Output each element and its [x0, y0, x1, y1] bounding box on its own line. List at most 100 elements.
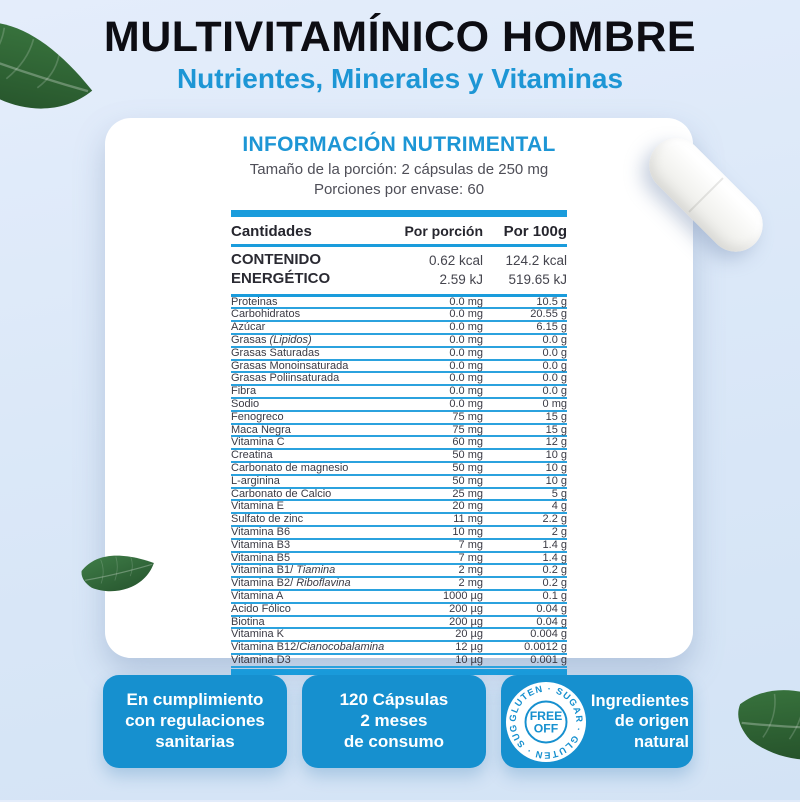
nutrient-name: Carbohidratos [231, 308, 301, 321]
table-row: Vitamina B3 7 mg 1.4 g [231, 538, 567, 553]
table-row: Grasas Monoinsaturada 0.0 mg 0.0 g [231, 359, 567, 374]
page-title: MULTIVITAMÍNICO HOMBRE [103, 13, 697, 61]
per-serving-value: 75 mg [452, 410, 483, 423]
per-100g-value: 0.004 g [530, 628, 567, 641]
servings-per-container: Porciones por envase: 60 [313, 181, 485, 199]
per-serving-value: 20 µg [455, 628, 483, 641]
per-100g-value: 10 g [545, 461, 567, 474]
per-100g-value: 6.15 g [536, 321, 567, 334]
per-serving-value: 7 mg [458, 551, 483, 564]
badge-capsule-count: 120 Cápsulas 2 meses de consumo [301, 675, 486, 768]
per-100g-value: 5 g [551, 487, 567, 500]
nutrient-name: Maca Negra [231, 423, 291, 436]
serving-size: Tamaño de la porción: 2 cápsulas de 250 … [249, 161, 549, 178]
per-serving-value: 60 mg [452, 436, 483, 449]
nutrition-panel: INFORMACIÓN NUTRIMENTAL Tamaño de la por… [105, 118, 693, 675]
badges-row: En cumplimiento con regulaciones sanitar… [103, 675, 694, 768]
nutrient-name: Azúcar [231, 321, 266, 334]
nutrient-name: Grasas (Lipidos) [231, 334, 312, 347]
per-serving-value: 10 mg [452, 525, 483, 538]
table-row: Vitamina B1/ Tiamina 2 mg 0.2 g [231, 564, 567, 579]
per-serving-value: 0.0 mg [449, 359, 483, 372]
per-100g-value: 0.04 g [536, 602, 567, 615]
per-100g-value: 15 g [545, 410, 567, 423]
nutrient-name: Grasas Monoinsaturada [231, 359, 349, 372]
table-row: L-arginina 50 mg 10 g [231, 474, 567, 489]
nutrient-name: Fibra [231, 385, 257, 398]
per-serving-value: 0.0 mg [449, 295, 483, 308]
table-row: Fenogreco 75 mg 15 g [231, 410, 567, 425]
per-100g-value: 0.0 g [542, 334, 567, 347]
column-header-por-100g: Por 100g [503, 222, 567, 240]
per-100g-value: 10 g [545, 449, 567, 462]
per-serving-value: 20 mg [452, 500, 483, 513]
per-serving-value: 7 mg [458, 538, 483, 551]
table-bottom-bar [231, 668, 567, 675]
panel-title: INFORMACIÓN NUTRIMENTAL [242, 133, 556, 156]
capsule-seam [688, 177, 724, 213]
per-serving-value: 0.0 mg [449, 346, 483, 359]
nutrient-name: Biotina [231, 615, 265, 628]
per-serving-value: 50 mg [452, 461, 483, 474]
per-100g-value: 15 g [545, 423, 567, 436]
per-100g-value: 0.0 g [542, 385, 567, 398]
table-row: Grasas Poliinsaturada 0.0 mg 0.0 g [231, 372, 567, 387]
nutrient-rows: Proteinas 0.0 mg 10.5 g Carbohidratos 0.0 mg… [231, 295, 567, 668]
energy-per-100g: 124.2 kcal 519.65 kJ [505, 252, 567, 288]
energy-label: CONTENIDO ENERGÉTICO [231, 251, 331, 288]
table-row: Sulfato de zinc 11 mg 2.2 g [231, 514, 567, 527]
per-serving-value: 75 mg [452, 423, 483, 436]
nutrient-name: Vitamina C [231, 436, 285, 449]
nutrient-name: Acido Fólico [231, 602, 291, 615]
table-row: Carbonato de Calcio 25 mg 5 g [231, 487, 567, 502]
per-100g-value: 0.0012 g [524, 641, 567, 654]
nutrition-table: Cantidades Por porción Por 100g CONTENID… [231, 209, 567, 675]
header: MULTIVITAMÍNICO HOMBRE Nutrientes, Miner… [0, 13, 800, 95]
free-off-seal-icon: GLUTEN · SUGAR · GLUTEN · SUGAR · GLUTEN… [505, 681, 586, 762]
table-row: Carbonato de magnesio 50 mg 10 g [231, 463, 567, 476]
badge-capsule-count-text: 120 Cápsulas 2 meses de consumo [339, 690, 449, 751]
energy-row: CONTENIDO ENERGÉTICO 0.62 kcal 2.59 kJ 1… [231, 247, 567, 297]
nutrient-name: Vitamina B5 [231, 551, 291, 564]
per-serving-value: 50 mg [452, 474, 483, 487]
per-serving-value: 200 µg [449, 615, 483, 628]
table-row: Azúcar 0.0 mg 6.15 g [231, 321, 567, 336]
table-row: Proteinas 0.0 mg 10.5 g [231, 295, 567, 310]
table-row: Vitamina D3 10 µg 0.001 g [231, 655, 567, 668]
nutrient-name: Vitamina E [231, 500, 284, 513]
nutrient-name: Sodio [231, 398, 260, 410]
svg-text:OFF: OFF [534, 721, 558, 735]
table-row: Sodio 0.0 mg 0 mg [231, 399, 567, 412]
page-subtitle: Nutrientes, Minerales y Vitaminas [176, 63, 624, 95]
table-row: Vitamina B6 10 mg 2 g [231, 527, 567, 540]
per-serving-value: 0.0 mg [449, 385, 483, 398]
table-row: Creatina 50 mg 10 g [231, 450, 567, 463]
per-serving-value: 25 mg [452, 487, 483, 500]
per-100g-value: 0.0 g [542, 346, 567, 359]
svg-text:FREE: FREE [530, 709, 563, 723]
nutrient-name: L-arginina [231, 474, 280, 487]
per-serving-value: 10 µg [455, 653, 483, 666]
per-100g-value: 0.0 g [542, 372, 567, 385]
per-serving-value: 0.0 mg [449, 398, 483, 410]
per-serving-value: 50 mg [452, 449, 483, 462]
per-serving-value: 2 mg [458, 577, 483, 590]
per-100g-value: 2 g [551, 525, 567, 538]
table-row: Vitamina B12/Cianocobalamina 12 µg 0.0012 … [231, 642, 567, 655]
per-100g-value: 0.2 g [542, 564, 567, 577]
nutrient-name: Vitamina B6 [231, 525, 291, 538]
table-row: Vitamina K 20 µg 0.004 g [231, 628, 567, 643]
nutrient-name: Vitamina B1/ Tiamina [231, 564, 336, 577]
per-100g-value: 0.001 g [530, 653, 567, 666]
per-100g-value: 2.2 g [542, 513, 567, 526]
per-serving-value: 11 mg [453, 513, 483, 526]
nutrient-name: Creatina [231, 449, 273, 462]
table-row: Vitamina B2/ Riboflavina 2 mg 0.2 g [231, 578, 567, 591]
nutrient-name: Grasas Poliinsaturada [231, 372, 340, 385]
per-100g-value: 0.2 g [542, 577, 567, 590]
nutrient-name: Sulfato de zinc [231, 513, 304, 526]
per-100g-value: 0 mg [542, 398, 567, 410]
nutrient-name: Vitamina B2/ Riboflavina [231, 577, 351, 590]
per-100g-value: 10.5 g [536, 295, 567, 308]
per-serving-value: 12 µg [455, 641, 483, 654]
